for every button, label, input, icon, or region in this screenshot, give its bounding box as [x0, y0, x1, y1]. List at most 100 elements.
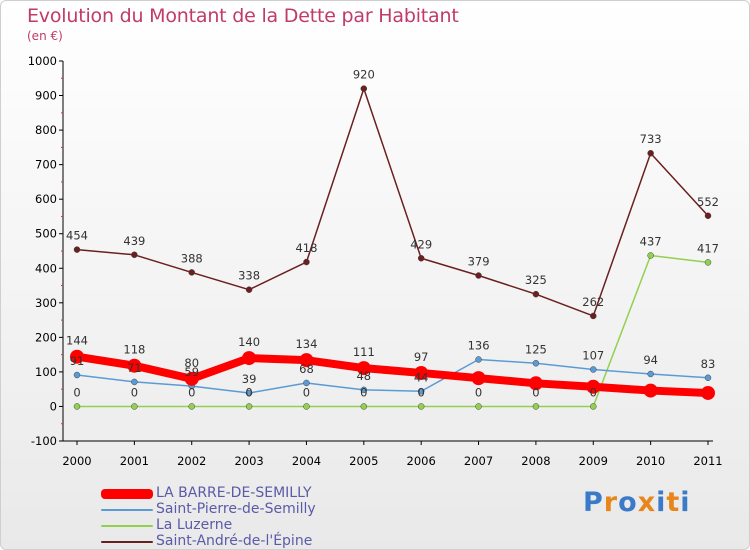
- data-point: [475, 356, 482, 363]
- data-label: 0: [532, 385, 539, 399]
- data-label: 379: [468, 255, 490, 269]
- legend-label: LA BARRE-DE-SEMILLY: [156, 485, 312, 501]
- legend-label: La Luzerne: [156, 517, 233, 533]
- y-tick-label: 600: [35, 192, 57, 206]
- series-line-0: [73, 352, 712, 397]
- data-point: [360, 403, 368, 410]
- y-tick-label: 0: [50, 399, 57, 413]
- x-tick-label: 2000: [62, 454, 91, 468]
- data-label: 107: [582, 348, 604, 362]
- data-label: 0: [360, 385, 367, 399]
- data-label: 0: [418, 385, 425, 399]
- brand-letter: t: [666, 487, 681, 518]
- data-point: [647, 149, 654, 157]
- data-label: 454: [66, 229, 88, 243]
- x-tick-label: 2008: [521, 454, 550, 468]
- data-label: 0: [73, 385, 80, 399]
- data-point: [242, 351, 257, 366]
- x-tick-label: 2009: [579, 454, 608, 468]
- data-point: [360, 386, 368, 394]
- y-tick-label: 300: [35, 296, 57, 310]
- data-point: [303, 258, 310, 266]
- data-point: [704, 212, 712, 220]
- legend-swatch: [101, 525, 153, 527]
- data-point: [417, 255, 425, 262]
- data-point: [590, 366, 597, 373]
- y-tick-label: -100: [31, 434, 57, 448]
- data-label: 0: [475, 385, 482, 399]
- legend-swatch: [101, 509, 153, 511]
- data-point: [73, 246, 81, 253]
- data-point: [245, 286, 253, 293]
- data-label: 429: [410, 237, 432, 251]
- data-label: 733: [640, 132, 662, 146]
- data-point: [586, 379, 601, 394]
- data-label: 125: [525, 342, 547, 356]
- data-label: 417: [697, 241, 719, 255]
- data-point: [414, 365, 429, 380]
- y-tick-label: 100: [35, 365, 57, 379]
- chart-title: Evolution du Montant de la Dette par Hab…: [27, 5, 459, 27]
- data-label: 0: [303, 385, 310, 399]
- data-point: [701, 385, 715, 400]
- data-point: [475, 403, 482, 410]
- y-tick-label: 1000: [28, 54, 57, 68]
- legend-swatch: [101, 541, 153, 543]
- data-point: [303, 403, 310, 410]
- legend-label: Saint-André-de-l'Épine: [156, 533, 313, 549]
- data-label: 134: [295, 337, 317, 351]
- data-label: 388: [181, 251, 203, 265]
- x-tick-label: 2006: [407, 454, 436, 468]
- data-point: [590, 403, 597, 410]
- x-tick-label: 2005: [349, 454, 378, 468]
- data-label: 94: [643, 353, 658, 367]
- x-tick-label: 2007: [464, 454, 493, 468]
- data-point: [70, 349, 84, 364]
- y-tick-label: 800: [35, 123, 57, 137]
- data-label: 325: [525, 273, 547, 287]
- brand-letter: i: [656, 487, 667, 518]
- data-point: [73, 371, 81, 379]
- data-point: [643, 383, 658, 398]
- y-tick-label: 400: [35, 261, 57, 275]
- data-point: [356, 361, 371, 376]
- data-point: [471, 371, 486, 386]
- data-label: 68: [299, 362, 314, 376]
- data-label: 418: [295, 241, 317, 255]
- brand-letter: o: [618, 487, 638, 518]
- data-label: 80: [184, 356, 199, 370]
- data-point: [532, 360, 540, 367]
- data-point: [647, 252, 654, 259]
- brand-letter: r: [603, 487, 619, 518]
- data-point: [299, 353, 314, 368]
- data-label: 262: [582, 295, 604, 309]
- data-label: 111: [353, 345, 375, 359]
- chart-subtitle: (en €): [27, 29, 63, 43]
- data-label: 44: [414, 370, 429, 384]
- data-label: 0: [188, 385, 195, 399]
- data-point: [417, 403, 425, 410]
- x-tick-label: 2001: [120, 454, 149, 468]
- y-tick-label: 900: [35, 89, 57, 103]
- brand-letter: P: [583, 487, 604, 518]
- x-tick-label: 2002: [177, 454, 206, 468]
- brand-logo: Proxiti: [583, 487, 691, 518]
- data-point: [188, 403, 195, 410]
- data-point: [245, 403, 253, 410]
- data-point: [184, 371, 199, 386]
- data-point: [417, 388, 425, 395]
- x-tick-label: 2010: [636, 454, 665, 468]
- data-label: 144: [66, 334, 88, 348]
- data-point: [475, 272, 482, 279]
- series-line-2: [76, 254, 709, 408]
- data-point: [647, 370, 654, 378]
- data-point: [532, 403, 540, 410]
- data-label: 439: [123, 234, 145, 248]
- data-label: 338: [238, 269, 260, 283]
- y-tick-label: 500: [35, 227, 57, 241]
- data-point: [528, 376, 543, 391]
- x-tick-label: 2004: [292, 454, 321, 468]
- data-label: 118: [123, 343, 145, 357]
